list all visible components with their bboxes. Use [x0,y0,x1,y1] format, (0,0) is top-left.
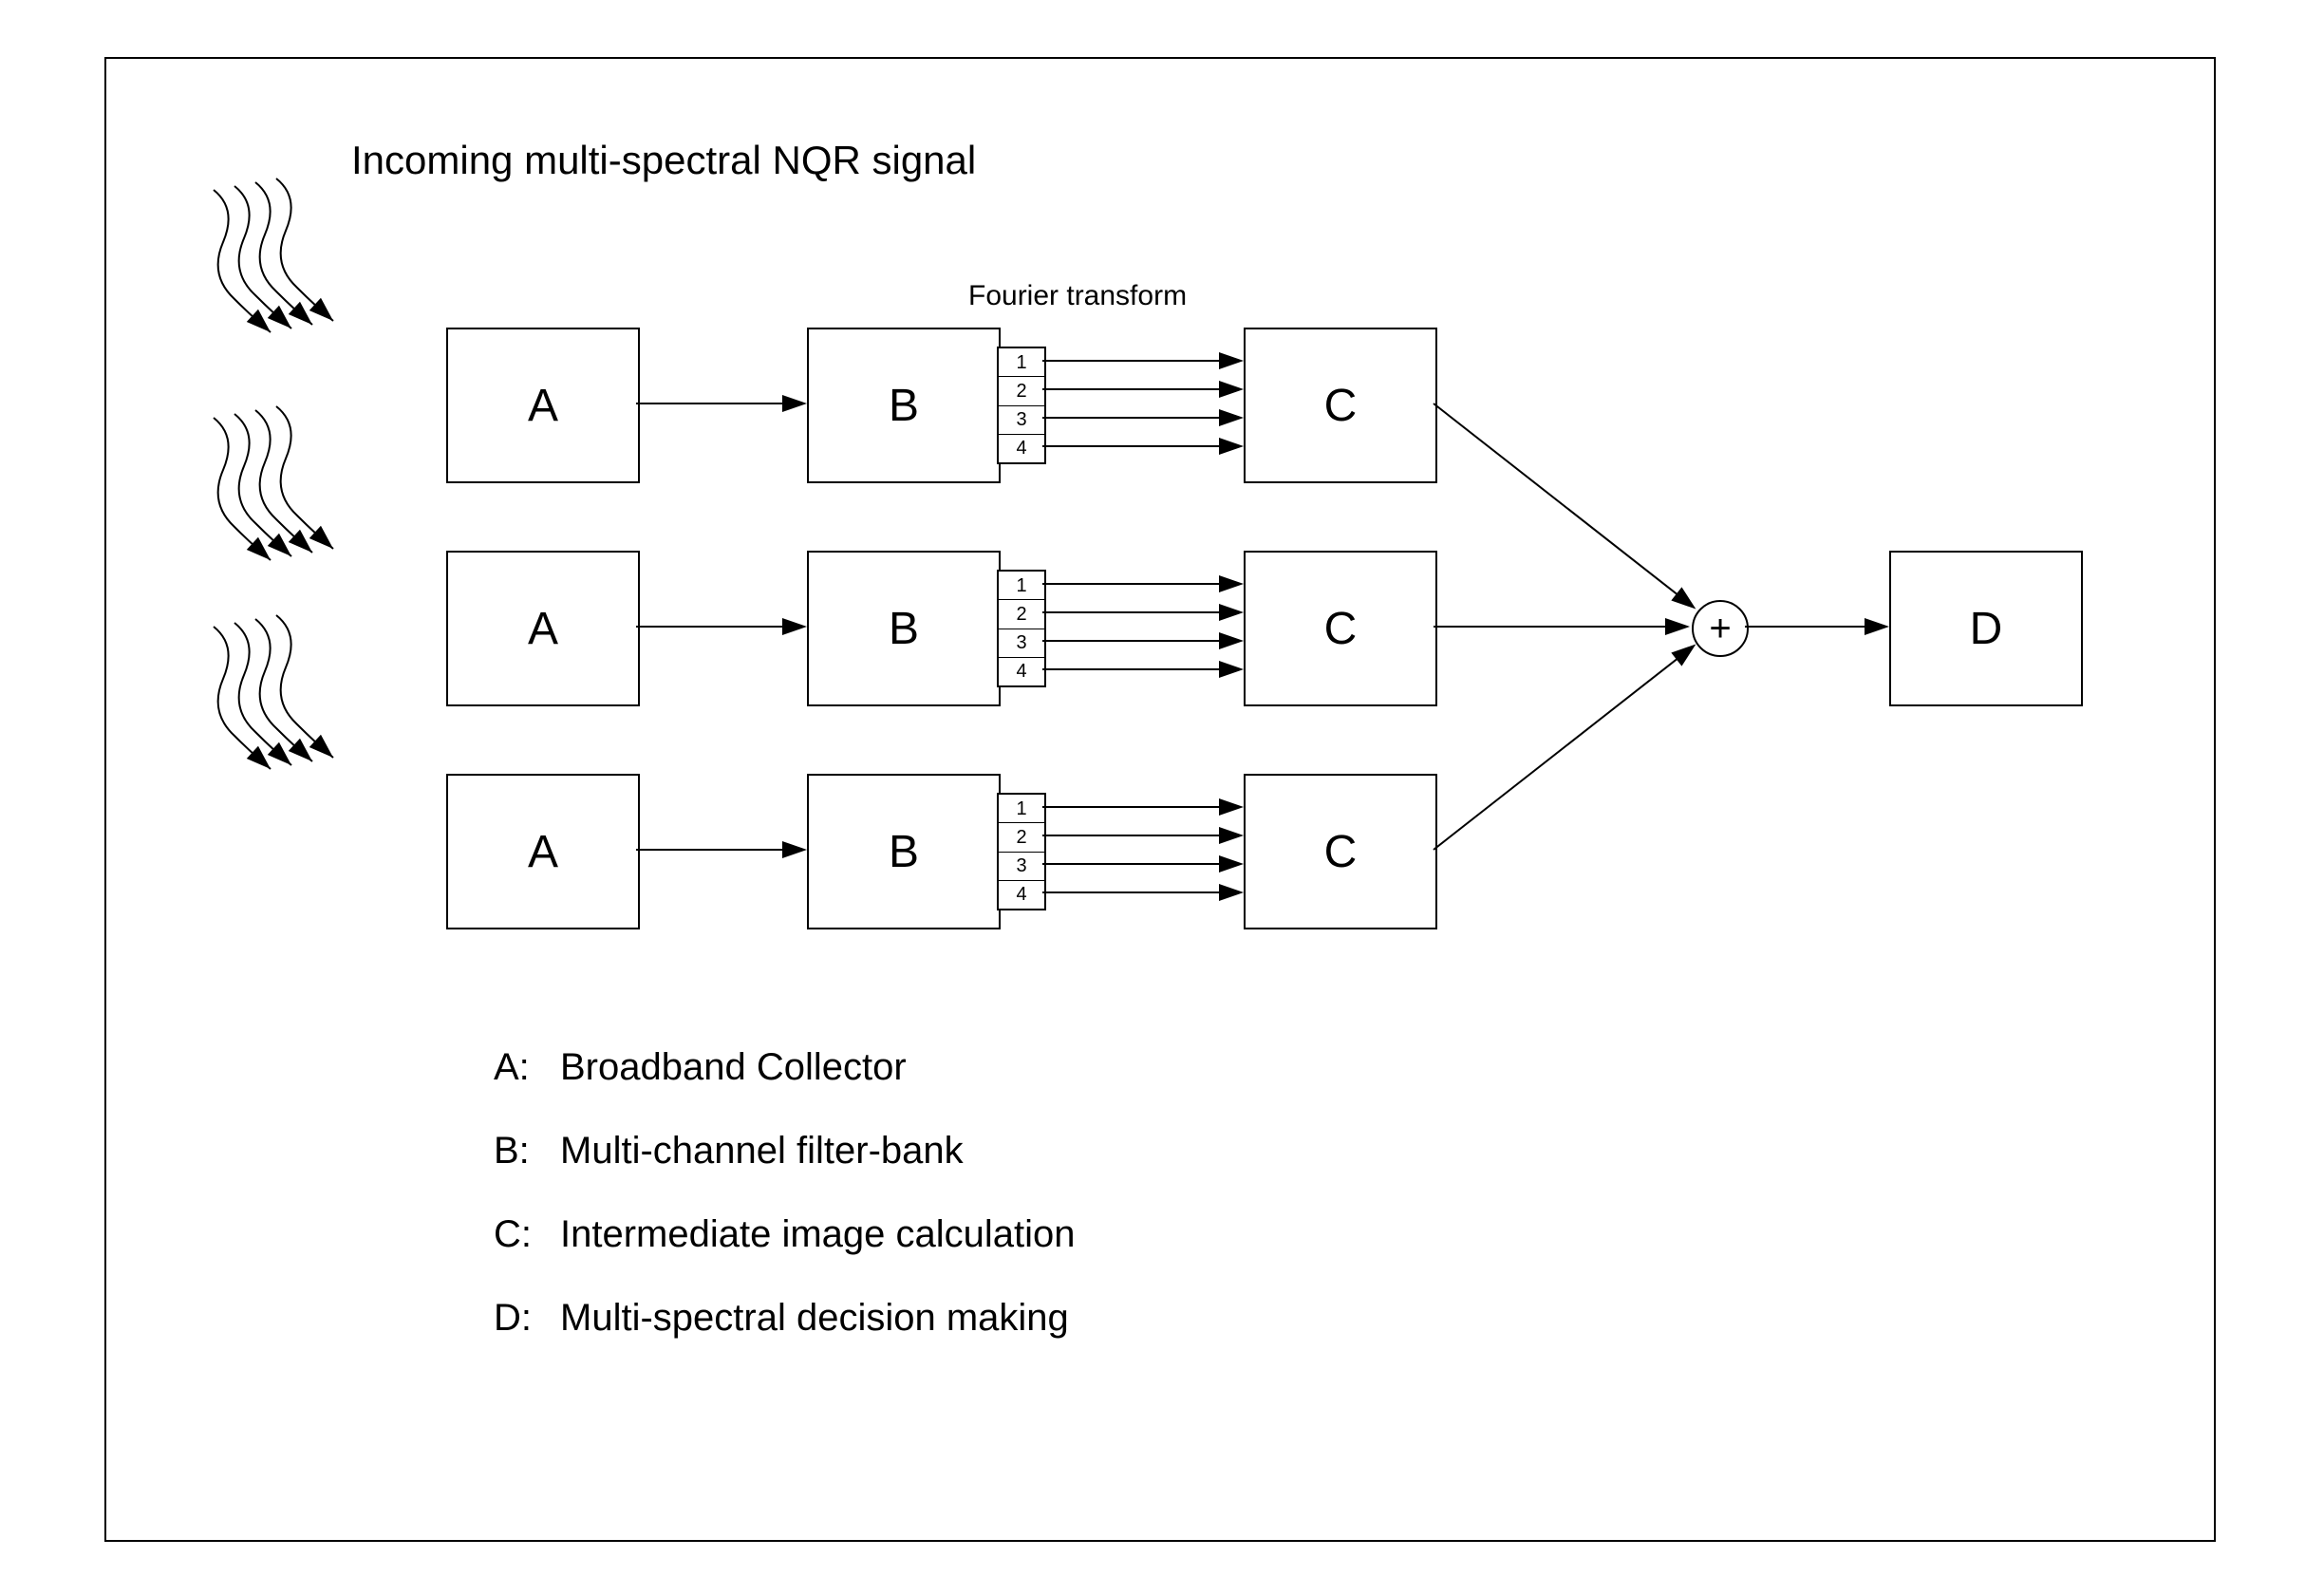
box-b-2: B [807,551,1001,706]
box-a-2-label: A [528,603,558,655]
box-b-2-label: B [889,603,919,655]
box-c-2: C [1244,551,1437,706]
box-b-1-label: B [889,380,919,432]
box-b-3-label: B [889,826,919,878]
legend-row-c: C:Intermediate image calculation [494,1192,1076,1276]
sum-label: + [1709,608,1731,650]
channels-2: 1 2 3 4 [997,570,1046,687]
ch-2-2: 2 [999,600,1044,629]
ch-2-4: 4 [999,658,1044,685]
ch-1-2: 2 [999,377,1044,405]
box-c-3: C [1244,774,1437,929]
channels-1: 1 2 3 4 [997,347,1046,464]
box-a-1: A [446,328,640,483]
box-a-3-label: A [528,826,558,878]
diagram-canvas: Incoming multi-spectral NQR signal Fouri… [0,0,2324,1595]
ch-3-2: 2 [999,823,1044,852]
fourier-label: Fourier transform [968,280,1187,312]
box-a-1-label: A [528,380,558,432]
box-c-1: C [1244,328,1437,483]
box-b-3: B [807,774,1001,929]
legend-row-a: A:Broadband Collector [494,1025,1076,1109]
title-text: Incoming multi-spectral NQR signal [351,138,976,183]
box-c-3-label: C [1324,826,1358,878]
ch-3-3: 3 [999,853,1044,881]
ch-1-3: 3 [999,406,1044,435]
box-a-3: A [446,774,640,929]
legend-row-b: B:Multi-channel filter-bank [494,1109,1076,1192]
ch-1-4: 4 [999,435,1044,462]
box-b-1: B [807,328,1001,483]
box-d: D [1889,551,2083,706]
ch-3-1: 1 [999,795,1044,823]
box-a-2: A [446,551,640,706]
ch-2-3: 3 [999,629,1044,658]
box-c-2-label: C [1324,603,1358,655]
ch-1-1: 1 [999,348,1044,377]
legend-row-d: D:Multi-spectral decision making [494,1276,1076,1360]
ch-2-1: 1 [999,572,1044,600]
box-d-label: D [1970,603,2003,655]
ch-3-4: 4 [999,881,1044,909]
sum-node: + [1692,600,1749,657]
box-c-1-label: C [1324,380,1358,432]
legend: A:Broadband Collector B:Multi-channel fi… [494,1025,1076,1360]
channels-3: 1 2 3 4 [997,793,1046,910]
